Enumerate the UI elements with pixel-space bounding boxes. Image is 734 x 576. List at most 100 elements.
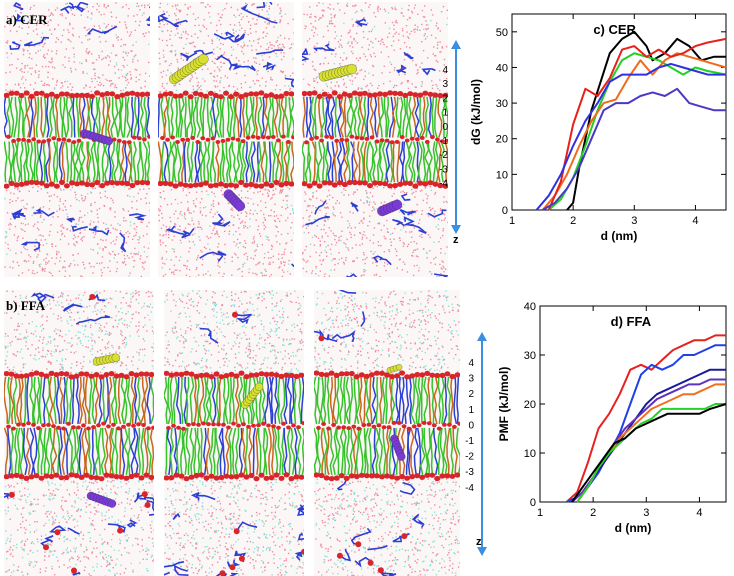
x-tick-label: 3 <box>631 215 637 227</box>
z-tick-label: -2 <box>439 150 448 161</box>
solute-molecules <box>86 353 120 508</box>
free-chains <box>158 2 294 268</box>
z-axis-bottom-ticks: 4 3 2 1 0 -1 -2 -3 -4 <box>465 358 474 494</box>
series-line-black <box>566 30 726 211</box>
water-molecules <box>164 290 304 576</box>
lipid-bilayer <box>4 376 154 475</box>
lipid-bilayer <box>164 376 304 475</box>
z-tick-label: 1 <box>442 108 448 119</box>
z-axis-bottom: 4 3 2 1 0 -1 -2 -3 -4 z <box>465 332 487 556</box>
y-tick-label: 20 <box>524 399 536 411</box>
z-tick-label: 3 <box>442 79 448 90</box>
x-tick-label: 2 <box>570 215 576 227</box>
z-tick-label: -3 <box>465 467 474 478</box>
x-axis-label: d (nm) <box>601 229 638 243</box>
x-tick-label: 4 <box>692 215 698 227</box>
z-tick-label: 2 <box>442 93 448 104</box>
z-tick-label: -1 <box>465 436 474 447</box>
z-tick-label: -4 <box>439 179 448 190</box>
headgroups <box>314 370 460 482</box>
z-tick-label: 1 <box>468 405 474 416</box>
water-molecules <box>4 290 154 576</box>
x-tick-label: 1 <box>509 215 515 227</box>
z-tick-label: 0 <box>442 122 448 133</box>
ffa-snapshot-1-render <box>4 290 154 576</box>
cer-snapshot-2-render <box>158 2 294 277</box>
headgroups <box>158 90 294 189</box>
solute-molecules <box>80 129 113 146</box>
headgroups <box>302 90 448 189</box>
y-tick-label: 10 <box>524 448 536 460</box>
free-chains <box>302 18 448 277</box>
free-chains <box>164 311 304 576</box>
lipid-bilayer <box>302 96 448 183</box>
x-tick-label: 3 <box>643 507 649 519</box>
z-tick-label: -4 <box>465 483 474 494</box>
solute-molecules <box>241 382 264 409</box>
y-tick-label: 0 <box>502 205 508 217</box>
y-tick-label: 30 <box>524 350 536 362</box>
cer-snapshot-1-render <box>4 2 150 277</box>
ffa-snapshot-3 <box>314 290 460 576</box>
lipid-bilayer <box>314 376 460 475</box>
ffa-snapshot-2-render <box>164 290 304 576</box>
ffa-snapshot-3-render <box>314 290 460 576</box>
z-tick-label: 4 <box>442 65 448 76</box>
cer-snapshot-2 <box>158 2 294 277</box>
chart-title: c) CER <box>593 22 636 37</box>
z-tick-label: 2 <box>468 389 474 400</box>
z-axis-top: 4 3 2 1 0 -1 -2 -3 -4 z <box>439 40 461 246</box>
headgroups <box>4 90 150 189</box>
water-molecules <box>4 2 150 277</box>
series-line-blue2 <box>542 87 726 211</box>
x-tick-label: 4 <box>696 507 702 519</box>
solute-molecules <box>318 63 403 217</box>
series-line-green <box>576 403 726 503</box>
series-line-black <box>571 403 727 503</box>
cer-snapshot-3 <box>302 2 448 277</box>
plot-frame <box>539 305 727 503</box>
cer-snapshot-3-render <box>302 2 448 277</box>
z-tick-label: -3 <box>439 164 448 175</box>
z-tick-label: 4 <box>468 358 474 369</box>
x-tick-label: 1 <box>537 507 543 519</box>
series-line-red <box>547 37 727 211</box>
headgroups <box>164 370 304 482</box>
cer-snapshot-1 <box>4 2 150 277</box>
y-axis-label: dG (kJ/mol) <box>469 79 483 145</box>
panel-b-label: b) FFA <box>6 298 46 313</box>
solute-molecules <box>386 364 406 461</box>
water-molecules <box>158 2 294 277</box>
chart-title: d) FFA <box>611 314 652 329</box>
series-line-blue <box>566 344 726 503</box>
z-tick-label: -1 <box>439 136 448 147</box>
ffa-snapshot-1 <box>4 290 154 576</box>
y-tick-label: 30 <box>496 98 508 110</box>
free-chains <box>4 292 154 576</box>
z-tick-label: 0 <box>468 420 474 431</box>
y-tick-label: 40 <box>496 62 508 74</box>
z-axis-top-label: z <box>453 234 459 246</box>
y-tick-label: 50 <box>496 27 508 39</box>
z-axis-bottom-label: z <box>476 536 482 548</box>
headgroups <box>4 370 154 482</box>
free-chains <box>9 2 150 253</box>
y-axis-label: PMF (kJ/mol) <box>497 367 511 442</box>
z-tick-label: 3 <box>468 374 474 385</box>
y-tick-label: 20 <box>496 134 508 146</box>
z-tick-label: -2 <box>465 452 474 463</box>
series-line-orange <box>541 52 727 211</box>
water-molecules <box>314 290 460 576</box>
lipid-bilayer <box>4 96 150 183</box>
y-tick-label: 10 <box>496 169 508 181</box>
x-axis-label: d (nm) <box>615 521 652 535</box>
free-chains <box>314 290 425 576</box>
y-tick-label: 40 <box>524 301 536 313</box>
solute-molecules <box>169 53 246 212</box>
panel-a-label: a) CER <box>6 12 48 27</box>
y-tick-label: 0 <box>530 497 536 509</box>
ffa-snapshot-2 <box>164 290 304 576</box>
lipid-bilayer <box>158 96 294 183</box>
